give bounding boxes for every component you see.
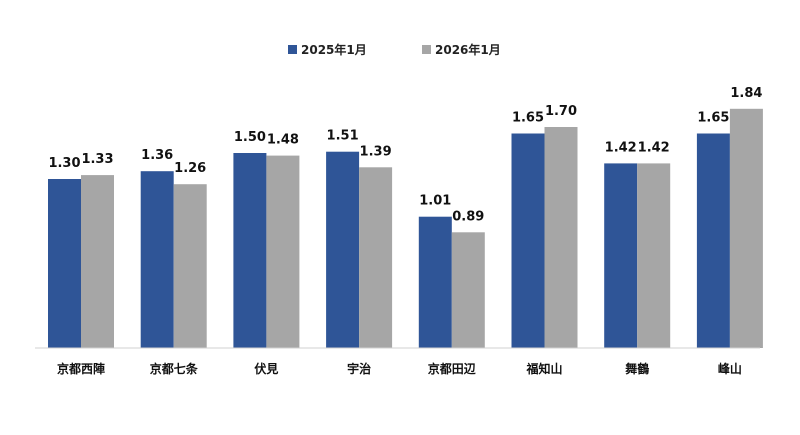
- bar-series2-1: [173, 184, 207, 348]
- data-label-series1-2: 1.50: [234, 130, 266, 145]
- category-label-2: 伏見: [254, 361, 278, 376]
- data-label-series1-3: 1.51: [327, 129, 359, 144]
- bar-series2-6: [637, 163, 671, 348]
- legend-label-1: 2025年1月: [301, 42, 367, 57]
- data-label-series1-5: 1.65: [512, 111, 544, 126]
- data-label-series2-1: 1.26: [174, 161, 206, 176]
- bar-series1-4: [418, 216, 452, 348]
- category-label-5: 福知山: [525, 361, 562, 376]
- bar-series1-0: [48, 179, 81, 348]
- category-label-7: 峰山: [718, 361, 742, 376]
- bar-series2-3: [359, 167, 393, 348]
- data-label-series1-7: 1.65: [697, 111, 729, 126]
- bar-series2-7: [729, 108, 763, 348]
- category-label-1: 京都七条: [150, 361, 199, 376]
- data-label-series2-5: 1.70: [545, 104, 577, 119]
- bar-series1-3: [326, 151, 360, 348]
- category-label-0: 京都西陣: [57, 361, 105, 376]
- legend-swatch-2: [422, 45, 431, 54]
- bar-series1-2: [233, 153, 267, 348]
- category-label-6: 舞鶴: [624, 361, 649, 376]
- category-label-4: 京都田辺: [428, 361, 476, 376]
- bar-series2-4: [451, 232, 485, 348]
- legend: 2025年1月 2026年1月: [288, 42, 501, 57]
- category-label-3: 宇治: [347, 361, 371, 376]
- bar-series1-1: [140, 171, 174, 348]
- bar-series2-0: [81, 175, 114, 348]
- data-label-series1-0: 1.30: [48, 156, 80, 171]
- data-label-series2-2: 1.48: [267, 133, 299, 148]
- bar-series1-5: [511, 133, 545, 348]
- data-label-series1-1: 1.36: [141, 148, 173, 163]
- legend-label-2: 2026年1月: [435, 42, 501, 57]
- bar-series1-6: [604, 163, 638, 348]
- data-label-series2-0: 1.33: [81, 152, 113, 167]
- bar-series2-5: [544, 127, 578, 348]
- data-label-series2-7: 1.84: [730, 86, 762, 101]
- bars-group: [48, 108, 763, 348]
- value-labels-group: 1.30 1.33 1.361.26 1.50 1.48 1.511.39 1.010.89…: [48, 86, 762, 225]
- data-label-series1-6: 1.42: [605, 140, 637, 155]
- bar-series1-7: [696, 133, 730, 348]
- data-label-series1-4: 1.01: [419, 194, 451, 209]
- data-label-series2-6: 1.42: [638, 140, 670, 155]
- data-label-series2-4: 0.89: [452, 209, 484, 224]
- category-labels-group: 京都西陣 京都七条 伏見 宇治 京都田辺 福知山 舞鶴 峰山: [57, 361, 742, 376]
- bar-series2-2: [266, 155, 300, 348]
- legend-swatch-1: [288, 45, 297, 54]
- data-label-series2-3: 1.39: [360, 144, 392, 159]
